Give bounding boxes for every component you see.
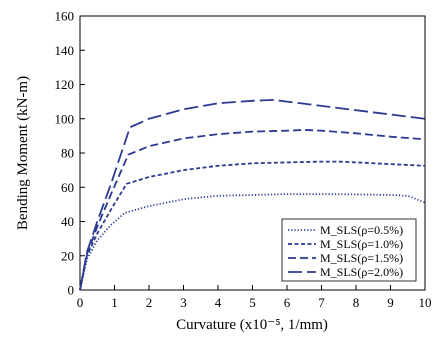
legend-label: M_SLS(ρ=2.0%) [320, 265, 403, 279]
x-tick-label: 8 [353, 295, 360, 310]
series-group [79, 99, 426, 291]
x-tick-label: 7 [318, 295, 325, 310]
x-tick-label: 0 [77, 295, 84, 310]
x-axis-ticks: 0 1 2 3 4 5 6 7 8 9 10 [77, 285, 432, 310]
x-tick-label: 10 [419, 295, 432, 310]
x-axis-title: Curvature (x10⁻⁵, 1/mm) [176, 317, 328, 333]
series-line [79, 99, 426, 291]
y-tick-label: 160 [55, 9, 75, 24]
y-tick-label: 40 [61, 214, 74, 229]
legend: M_SLS(ρ=0.5%)M_SLS(ρ=1.0%)M_SLS(ρ=1.5%)M… [281, 218, 417, 282]
legend-label: M_SLS(ρ=0.5%) [320, 223, 403, 237]
y-axis-ticks: 0 20 40 60 80 100 120 140 160 [55, 9, 85, 298]
y-tick-label: 80 [61, 146, 74, 161]
x-tick-label: 4 [215, 295, 222, 310]
x-tick-label: 5 [249, 295, 256, 310]
x-tick-label: 1 [111, 295, 118, 310]
legend-label: M_SLS(ρ=1.5%) [320, 251, 403, 265]
x-tick-label: 9 [387, 295, 394, 310]
y-tick-label: 120 [55, 77, 75, 92]
y-tick-label: 140 [55, 43, 75, 58]
y-tick-label: 60 [61, 180, 74, 195]
y-tick-label: 20 [61, 248, 74, 263]
y-axis-title: Bending Moment (kN-m) [15, 76, 31, 230]
y-tick-label: 100 [55, 111, 75, 126]
x-tick-label: 6 [284, 295, 291, 310]
series-line [79, 160, 426, 291]
x-tick-label: 2 [146, 295, 153, 310]
series-line [79, 128, 426, 291]
x-tick-label: 3 [180, 295, 187, 310]
legend-label: M_SLS(ρ=1.0%) [320, 237, 403, 251]
y-tick-label: 0 [68, 283, 75, 298]
